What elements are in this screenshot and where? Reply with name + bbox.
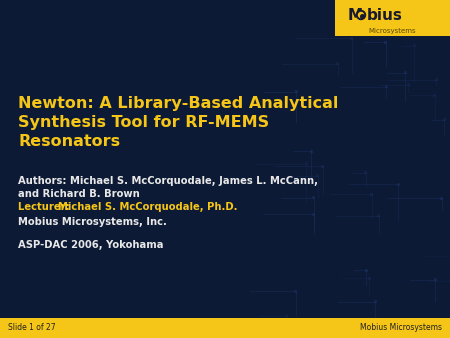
Bar (295, 90, 298, 93)
Text: M: M (348, 7, 363, 23)
Bar (404, 71, 406, 74)
Text: Lecturer:: Lecturer: (18, 202, 73, 212)
Text: Mobius Microsystems, Inc.: Mobius Microsystems, Inc. (18, 217, 167, 227)
Bar (433, 94, 436, 97)
Bar (368, 277, 371, 280)
Bar (378, 214, 380, 217)
Bar (285, 314, 288, 317)
Circle shape (359, 13, 364, 18)
Bar (413, 44, 416, 47)
Bar (0, 318, 450, 338)
Circle shape (361, 15, 365, 18)
Bar (407, 83, 410, 87)
Bar (312, 213, 315, 216)
Bar (312, 196, 315, 199)
Bar (336, 62, 339, 65)
Bar (443, 118, 446, 121)
Bar (294, 290, 297, 293)
Bar (385, 86, 388, 89)
Text: Microsystems: Microsystems (368, 28, 416, 34)
Bar (374, 300, 377, 304)
Bar (434, 279, 437, 282)
Bar (351, 37, 353, 40)
Bar (305, 162, 308, 165)
Text: ASP-DAC 2006, Yokohama: ASP-DAC 2006, Yokohama (18, 240, 163, 250)
Text: Newton: A Library-Based Analytical
Synthesis Tool for RF-MEMS
Resonators: Newton: A Library-Based Analytical Synth… (18, 96, 338, 149)
Circle shape (356, 10, 365, 20)
Bar (335, 0, 450, 36)
Bar (435, 78, 438, 81)
Text: Authors: Michael S. McCorquodale, James L. McCann,
and Richard B. Brown: Authors: Michael S. McCorquodale, James … (18, 176, 318, 199)
Bar (449, 279, 450, 282)
Text: bius: bius (366, 7, 402, 23)
Bar (364, 269, 368, 272)
Bar (310, 150, 313, 153)
Bar (316, 174, 319, 177)
Bar (364, 171, 367, 174)
Bar (321, 165, 324, 168)
Text: Michael S. McCorquodale, Ph.D.: Michael S. McCorquodale, Ph.D. (58, 202, 238, 212)
Text: Mobius Microsystems: Mobius Microsystems (360, 323, 442, 333)
Bar (370, 193, 373, 196)
Bar (384, 41, 387, 44)
Bar (396, 183, 400, 186)
Text: Slide 1 of 27: Slide 1 of 27 (8, 323, 56, 333)
Bar (441, 197, 444, 200)
